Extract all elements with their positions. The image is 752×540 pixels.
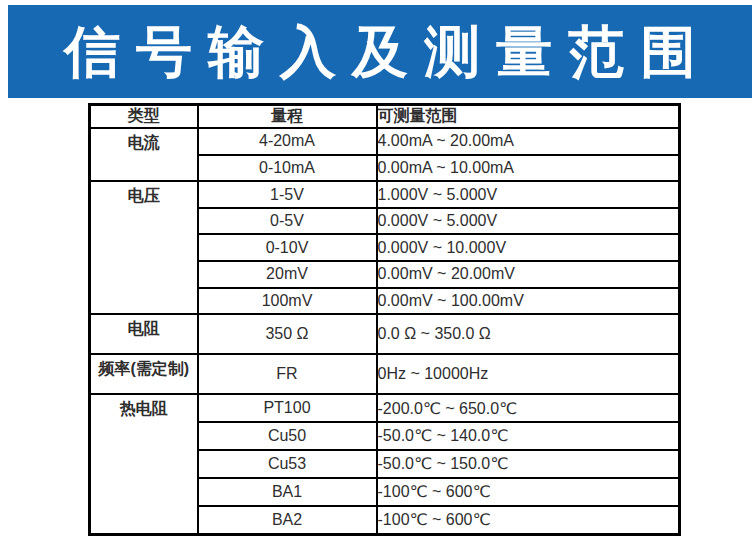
type-group-cell: 热电阻 xyxy=(90,394,198,534)
type-group-cell: 电阻 xyxy=(90,314,198,354)
range-cell: 1-5V xyxy=(198,181,377,208)
range-cell: BA1 xyxy=(198,478,377,506)
measurable-range-cell: 0.000V ~ 5.000V xyxy=(377,208,680,235)
type-group-cell: 电压 xyxy=(90,181,198,314)
type-group-cell: 频率(需定制) xyxy=(90,354,198,394)
table-header-row: 类型 量程 可测量范围 xyxy=(90,105,680,129)
type-group-label: 频率(需定制) xyxy=(91,355,197,383)
range-cell: 0-5V xyxy=(198,208,377,235)
range-cell: Cu53 xyxy=(198,450,377,478)
measurable-range-cell: 0Hz ~ 10000Hz xyxy=(377,354,680,394)
measurable-range-cell: 0.00mV ~ 100.00mV xyxy=(377,288,680,315)
table-row: 电流4-20mA4.00mA ~ 20.00mA xyxy=(90,128,680,155)
range-cell: 350 Ω xyxy=(198,314,377,354)
column-header-range: 量程 xyxy=(198,105,377,129)
range-cell: 20mV xyxy=(198,261,377,288)
type-group-label: 电流 xyxy=(91,129,197,157)
column-header-type: 类型 xyxy=(90,105,198,129)
type-group-label: 电阻 xyxy=(91,315,197,343)
range-cell: 0-10mA xyxy=(198,155,377,182)
measurable-range-cell: 0.0 Ω ~ 350.0 Ω xyxy=(377,314,680,354)
table-row: 电阻350 Ω0.0 Ω ~ 350.0 Ω xyxy=(90,314,680,354)
range-cell: BA2 xyxy=(198,506,377,535)
table-row: 频率(需定制)FR0Hz ~ 10000Hz xyxy=(90,354,680,394)
measurable-range-cell: -50.0℃ ~ 140.0℃ xyxy=(377,422,680,450)
measurable-range-cell: 0.00mA ~ 10.00mA xyxy=(377,155,680,182)
type-group-label: 热电阻 xyxy=(91,395,197,423)
measurable-range-cell: 0.00mV ~ 20.00mV xyxy=(377,261,680,288)
type-group-cell: 电流 xyxy=(90,128,198,181)
range-cell: 100mV xyxy=(198,288,377,315)
table-row: 电压1-5V1.000V ~ 5.000V xyxy=(90,181,680,208)
measurable-range-cell: 4.00mA ~ 20.00mA xyxy=(377,128,680,155)
signal-range-table: 类型 量程 可测量范围 电流4-20mA4.00mA ~ 20.00mA0-10… xyxy=(88,103,681,536)
measurable-range-cell: -100℃ ~ 600℃ xyxy=(377,506,680,535)
title-banner: 信号输入及测量范围 xyxy=(8,5,752,98)
table-row: 热电阻PT100-200.0℃ ~ 650.0℃ xyxy=(90,394,680,422)
page-title: 信号输入及测量范围 xyxy=(48,24,712,80)
range-cell: FR xyxy=(198,354,377,394)
table-body: 电流4-20mA4.00mA ~ 20.00mA0-10mA0.00mA ~ 1… xyxy=(90,128,680,535)
range-cell: Cu50 xyxy=(198,422,377,450)
measurable-range-cell: 1.000V ~ 5.000V xyxy=(377,181,680,208)
type-group-label: 电压 xyxy=(91,182,197,210)
range-cell: 4-20mA xyxy=(198,128,377,155)
measurable-range-cell: -200.0℃ ~ 650.0℃ xyxy=(377,394,680,422)
range-cell: PT100 xyxy=(198,394,377,422)
column-header-measurable: 可测量范围 xyxy=(377,105,680,129)
measurable-range-cell: -50.0℃ ~ 150.0℃ xyxy=(377,450,680,478)
measurable-range-cell: 0.000V ~ 10.000V xyxy=(377,234,680,261)
range-cell: 0-10V xyxy=(198,234,377,261)
page: 信号输入及测量范围 类型 量程 可测量范围 电流4-20mA4.00mA ~ 2… xyxy=(0,0,752,540)
measurable-range-cell: -100℃ ~ 600℃ xyxy=(377,478,680,506)
